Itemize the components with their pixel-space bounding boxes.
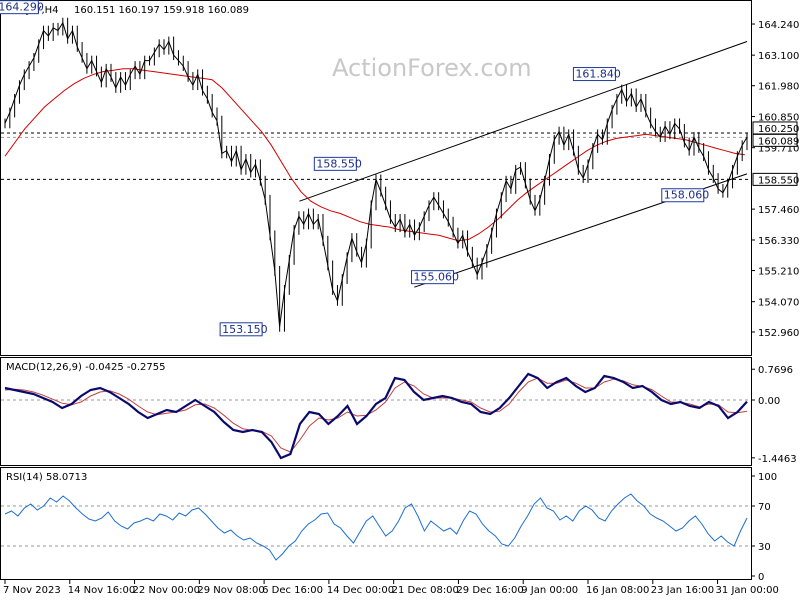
rsi-y-tick-label: 70 [758,502,771,513]
price-annotation-box [0,0,39,15]
macd-title: MACD(12,26,9) -0.0425 -0.2755 [6,362,166,373]
price-annotation-box [219,322,263,337]
macd-series [4,372,748,460]
x-tick-label: 9 Jan 00:00 [521,585,578,596]
rsi-series [4,493,748,561]
rsi-y-tick-label: 100 [758,472,777,483]
x-tick-label: 7 Nov 2023 [3,585,61,596]
ohlc-header: 160.151 160.197 159.918 160.089 [74,5,249,16]
price-annotation-label: 158.550 [316,157,362,170]
macd-signal-series [4,377,748,453]
price-ma-line [4,68,745,242]
price-annotation-box [572,67,616,82]
price-annotation-label: 158.060 [664,189,710,202]
price-y-tick-label: 161.980 [758,82,799,93]
price-annotation-box [411,270,454,285]
price-level-tag-box [752,172,798,186]
rsi-y-axis: 100 70 30 0 [751,472,777,583]
rsi-y-tick-label: 0 [758,572,764,583]
price-annotation-box [313,156,357,171]
rsi-y-tick-label: 30 [758,542,771,553]
x-tick-label: 21 Dec 08:00 [392,585,459,596]
x-tick-label: 23 Jan 16:00 [651,585,714,596]
macd-y-tick-label: 0.7696 [758,365,793,376]
price-y-tick-label: 154.070 [758,298,799,309]
price-level-tag-label: 158.550 [758,175,799,186]
macd-panel-frame [0,357,752,466]
watermark: ActionForex.com [332,54,532,82]
x-tick-label: 6 Dec 16:00 [262,585,323,596]
x-tick-label: 14 Dec 00:00 [327,585,394,596]
price-level-tag-label: 160.250 [758,124,799,135]
price-annotation-label: 153.150 [222,323,268,336]
x-tick-label: 29 Nov 08:00 [197,585,264,596]
price-y-tick-label: 163.100 [758,51,799,62]
x-tick-label: 16 Jan 08:00 [586,585,649,596]
price-panel-frame [0,0,752,356]
rsi-line [4,493,748,561]
rsi-panel-frame [0,467,752,580]
macd-signal-line [4,377,748,453]
price-moving-average [4,68,745,242]
price-annotation-box [661,188,705,203]
x-tick-label: 29 Dec 16:00 [456,585,523,596]
price-levels [1,132,751,180]
price-y-tick-label: 160.850 [758,113,799,124]
price-annotation-label: 164.290 [0,1,44,14]
price-y-tick-label: 164.240 [758,20,799,31]
x-tick-label: 14 Nov 16:00 [68,585,135,596]
x-tick-label: 22 Nov 00:00 [133,585,200,596]
price-y-tick-label: 159.710 [758,144,799,155]
price-annotation-label: 161.840 [575,68,621,81]
macd-y-axis: 0.7696 0.00 -1.4463 [751,365,797,465]
price-y-tick-label: 156.330 [758,236,799,247]
price-y-axis: 164.240 163.100 161.980 160.850 159.710 157.4… [751,20,799,339]
macd-y-tick-label: 0.00 [758,396,780,407]
x-tick-label: 31 Jan 00:00 [716,585,779,596]
rsi-title: RSI(14) 58.0713 [6,472,87,483]
price-channel-line [299,41,748,202]
price-y-tick-label: 152.960 [758,328,799,339]
price-level-tag-label: 160.089 [758,136,799,147]
price-annotations: 164.290 161.840 158.550 158.060 155.060 153.1… [0,0,710,337]
price-annotation-label: 155.060 [414,271,460,284]
price-level-tag-box [752,133,798,147]
price-y-tick-label: 155.210 [758,267,799,278]
macd-y-tick-label: -1.4463 [758,454,797,465]
macd-line [4,372,748,460]
rsi-reference-levels [1,505,751,547]
price-series [4,17,748,332]
price-y-tick-label: 157.460 [758,205,799,216]
